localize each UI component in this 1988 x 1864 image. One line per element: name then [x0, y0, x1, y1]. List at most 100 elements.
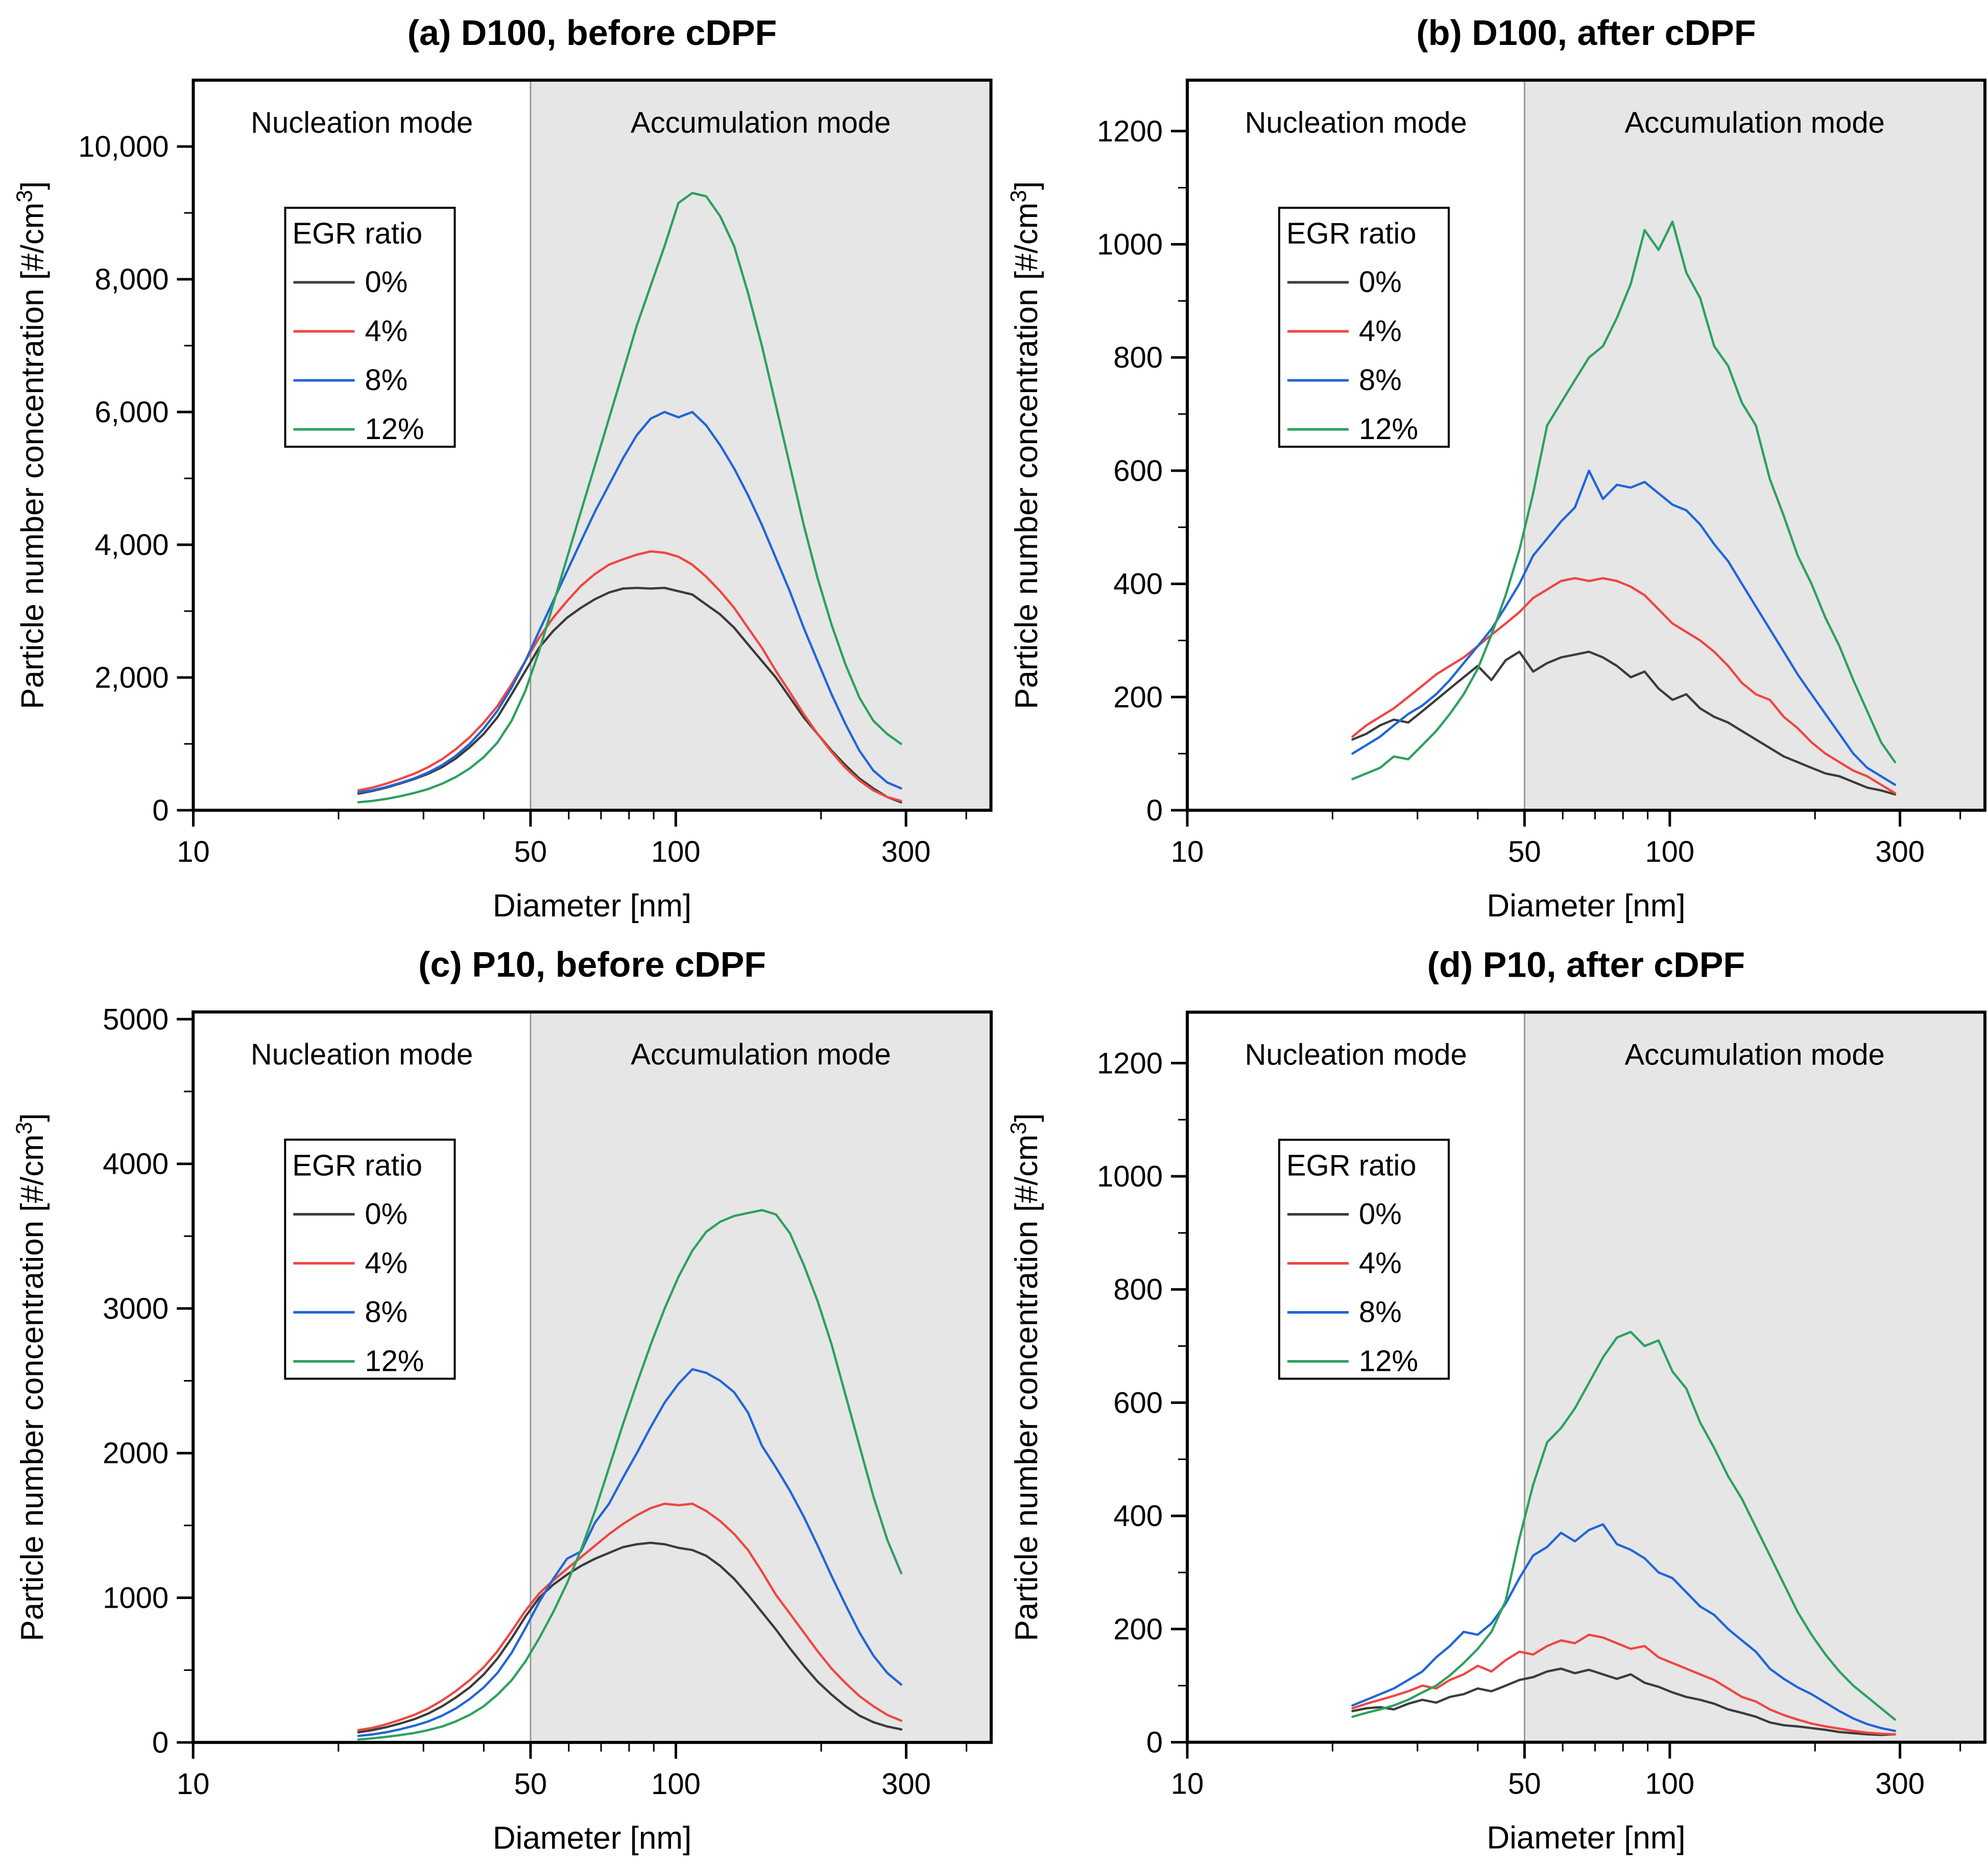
y-tick-label: 10,000: [78, 130, 169, 163]
y-tick-label: 1000: [1097, 1160, 1163, 1193]
legend-label-p4: 4%: [365, 314, 408, 348]
accumulation-shade-region: [1524, 80, 1985, 810]
x-tick-label: 10: [1171, 1768, 1204, 1801]
y-tick-label: 800: [1113, 1273, 1163, 1306]
panel-b-chart: 10 50 100 300 0 200 400 600 800 1000 1200 (b) D100,…: [1006, 13, 1986, 924]
series-line-p4: [357, 1503, 903, 1731]
series-line-p12: [1351, 220, 1897, 781]
y-axis-title: Particle number concentration [#/cm3]: [12, 181, 51, 709]
y-tick-label: 0: [1146, 794, 1163, 827]
legend-label-p0: 0%: [365, 265, 408, 299]
y-tick-label: 0: [152, 1726, 169, 1759]
series-line-p12: [357, 1208, 903, 1741]
series-line-p8: [1351, 469, 1897, 786]
x-tick-label: 10: [1171, 835, 1204, 868]
x-tick-label: 10: [177, 1768, 210, 1801]
y-tick-label: 6,000: [94, 396, 169, 429]
legend-label-p12: 12%: [365, 413, 424, 446]
y-tick-label: 200: [1113, 681, 1163, 714]
y-tick-label: 4,000: [94, 528, 169, 562]
legend-label-p4: 4%: [1359, 314, 1402, 348]
legend-label-p8: 8%: [365, 364, 408, 397]
accumulation-mode-label: Accumulation mode: [1625, 1038, 1885, 1072]
y-axis-title: Particle number concentration [#/cm3]: [1006, 1113, 1044, 1641]
y-tick-label: 800: [1113, 341, 1163, 374]
x-tick-label: 300: [1875, 835, 1925, 868]
y-tick-label: 5000: [103, 1003, 169, 1036]
legend-label-p8: 8%: [365, 1295, 408, 1328]
accumulation-shade-region: [1524, 1012, 1985, 1742]
x-tick-label: 50: [514, 835, 547, 868]
legend-label-p0: 0%: [1359, 265, 1402, 299]
plot-frame: [191, 79, 993, 812]
legend-label-p4: 4%: [365, 1246, 408, 1279]
accumulation-shade-region: [530, 1012, 991, 1742]
series-line-p8: [357, 410, 902, 794]
y-tick-label: 2000: [103, 1437, 169, 1470]
x-tick-label: 300: [1875, 1768, 1925, 1801]
nucleation-mode-label: Nucleation mode: [1245, 1038, 1467, 1072]
y-tick-label: 200: [1113, 1613, 1163, 1646]
nucleation-mode-label: Nucleation mode: [251, 1038, 473, 1071]
x-tick-label: 100: [651, 1768, 701, 1801]
series-line-p0: [1351, 1667, 1897, 1736]
series-line-p4: [357, 550, 902, 803]
legend-box: [1278, 1139, 1450, 1380]
accumulation-mode-label: Accumulation mode: [631, 1038, 891, 1071]
plot-frame: [1186, 1010, 1986, 1744]
legend-box: [1278, 207, 1450, 448]
legend-title: EGR ratio: [1286, 1149, 1417, 1182]
panel-title: (c) P10, before cDPF: [418, 945, 766, 984]
legend-label-p12: 12%: [1359, 413, 1418, 446]
panel-d: 10 50 100 300 0 200 400 600 800 1000 1200 (d) P10, …: [994, 932, 1988, 1864]
x-axis-title: Diameter [nm]: [1487, 888, 1685, 924]
series-line-p8: [1351, 1523, 1897, 1732]
nucleation-mode-label: Nucleation mode: [251, 106, 473, 139]
y-tick-label: 1000: [103, 1582, 169, 1615]
y-tick-label: 8,000: [94, 263, 169, 296]
x-axis-title: Diameter [nm]: [1487, 1821, 1685, 1856]
legend-label-p8: 8%: [1359, 364, 1402, 397]
panel-title: (a) D100, before cDPF: [408, 13, 777, 53]
y-tick-label: 600: [1113, 454, 1163, 488]
x-tick-label: 10: [177, 835, 210, 868]
accumulation-shade-region: [530, 80, 991, 810]
x-tick-label: 50: [514, 1768, 547, 1801]
legend-title: EGR ratio: [292, 1149, 422, 1182]
legend-label-p8: 8%: [1359, 1296, 1402, 1329]
accumulation-mode-label: Accumulation mode: [631, 106, 891, 139]
panel-d-chart: 10 50 100 300 0 200 400 600 800 1000 1200 (d) P10, …: [1006, 945, 1986, 1856]
accumulation-mode-label: Accumulation mode: [1625, 106, 1885, 139]
x-tick-label: 100: [651, 835, 701, 868]
y-tick-label: 0: [152, 794, 169, 827]
x-tick-label: 300: [881, 835, 931, 868]
panel-title: (d) P10, after cDPF: [1427, 945, 1745, 985]
series-line-p4: [1351, 577, 1897, 794]
series-line-p4: [1351, 1633, 1897, 1736]
legend-label-p12: 12%: [365, 1344, 424, 1377]
x-tick-label: 100: [1645, 1768, 1694, 1801]
y-tick-label: 1200: [1097, 1047, 1163, 1080]
legend-label-p4: 4%: [1359, 1247, 1402, 1280]
panel-b: 10 50 100 300 0 200 400 600 800 1000 1200 (b) D100,…: [994, 0, 1988, 932]
x-tick-label: 100: [1645, 835, 1694, 868]
series-line-p0: [357, 1541, 903, 1734]
series-line-p12: [357, 191, 902, 804]
x-axis-title: Diameter [nm]: [493, 1821, 691, 1856]
y-tick-label: 2,000: [94, 661, 169, 694]
y-tick-label: 1200: [1097, 115, 1163, 148]
legend-label-p0: 0%: [365, 1197, 408, 1230]
y-axis-title: Particle number concentration [#/cm3]: [12, 1113, 50, 1641]
y-tick-label: 3000: [103, 1292, 169, 1325]
panel-a-chart: 10 50 100 300 0 2,000 4,000 6,000 8,000 10,000 (a)…: [12, 13, 993, 924]
nucleation-mode-label: Nucleation mode: [1245, 106, 1467, 139]
series-line-p12: [1351, 1330, 1897, 1721]
plot-frame: [191, 1010, 993, 1744]
x-axis-title: Diameter [nm]: [493, 888, 691, 924]
legend-label-p0: 0%: [1359, 1198, 1402, 1231]
plot-frame: [1186, 79, 1986, 812]
x-tick-label: 50: [1508, 1768, 1541, 1801]
legend-box: [284, 207, 456, 448]
x-tick-label: 50: [1508, 835, 1541, 868]
